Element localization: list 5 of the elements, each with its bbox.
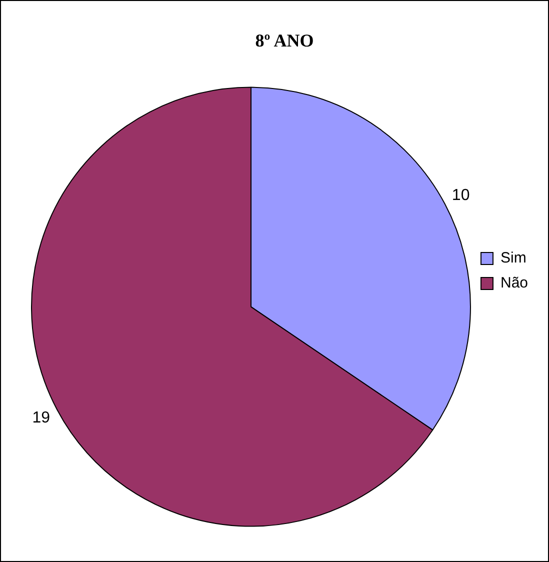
data-label: 10 — [452, 186, 470, 204]
data-label: 19 — [32, 409, 50, 426]
legend-label: Sim — [500, 250, 526, 267]
legend-label: Não — [500, 274, 528, 292]
chart-title: 8º ANO — [255, 30, 314, 50]
